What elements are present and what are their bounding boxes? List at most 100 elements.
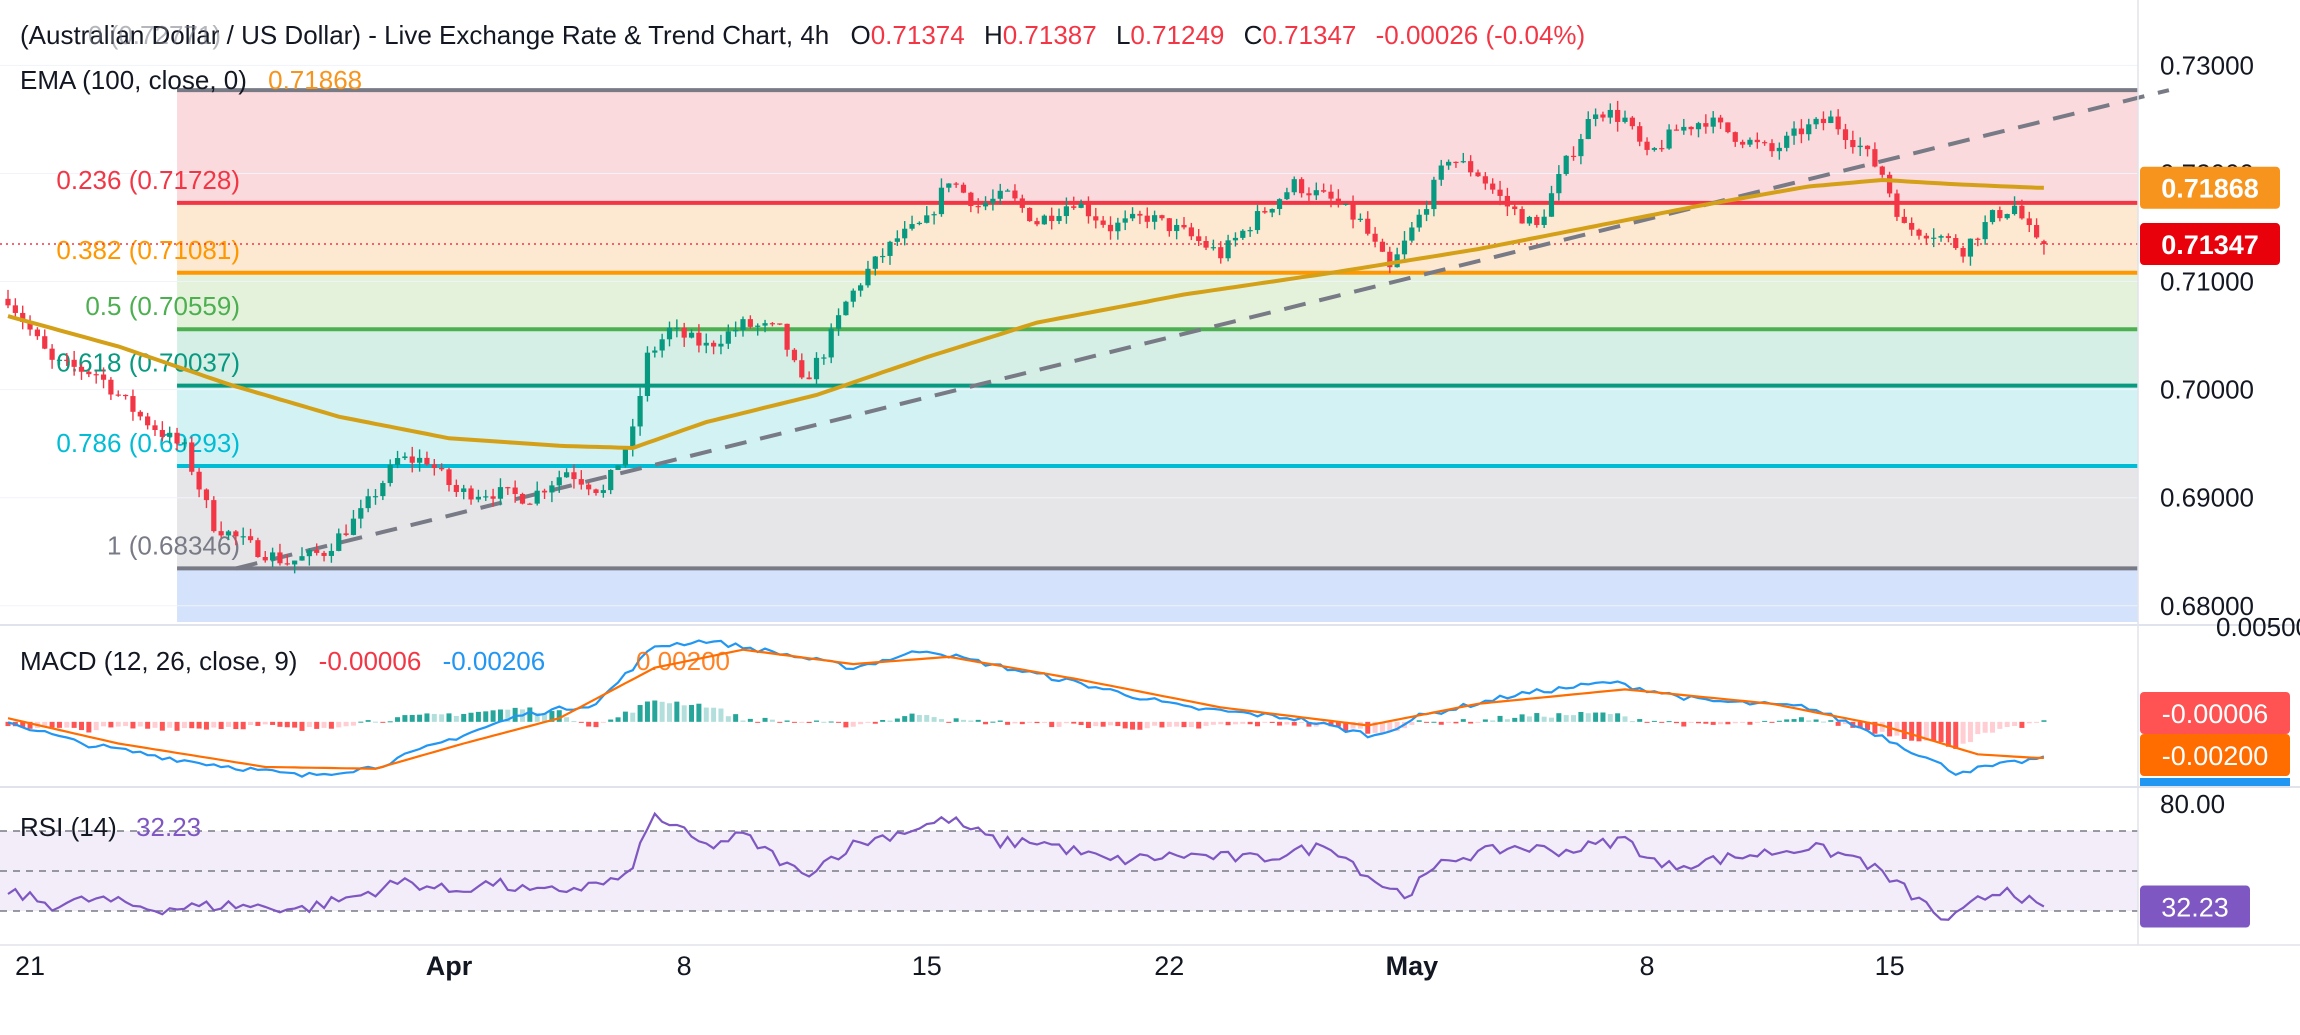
macd-histogram-bar [968, 720, 974, 722]
rsi-pane [0, 786, 2300, 921]
candle-body [321, 552, 327, 556]
fib-label-0.236: 0.236 (0.71728) [56, 165, 240, 195]
candle-body [1556, 173, 1562, 194]
candle-body [1085, 203, 1092, 217]
candle-body [608, 469, 614, 491]
candle-body [2019, 205, 2025, 219]
candle-body [1247, 230, 1253, 232]
macd-histogram-bar [439, 714, 445, 722]
candle-body [1100, 220, 1106, 225]
macd-histogram-bar [1776, 720, 1782, 722]
macd-histogram-bar [527, 707, 533, 722]
candle-body [490, 496, 496, 499]
macd-histogram-bar [1578, 711, 1584, 722]
candle-body [1806, 124, 1812, 135]
macd-histogram-bar [961, 719, 966, 722]
macd-histogram-bar [115, 721, 121, 727]
macd-histogram-bar [2019, 721, 2025, 728]
candle-body [1188, 227, 1194, 237]
candle-body [1725, 122, 1731, 133]
macd-signal-badge [2140, 734, 2290, 776]
candle-body [1791, 128, 1797, 136]
candle-body [1776, 147, 1782, 152]
candle-body [424, 457, 430, 465]
candle-body [828, 328, 834, 358]
candle-body [858, 285, 864, 291]
candle-body [1570, 155, 1577, 158]
ohlc-open-value: 0.71374 [871, 20, 965, 50]
candle-body [1688, 126, 1694, 130]
candle-body [1953, 237, 1959, 248]
time-axis-label: 8 [1640, 951, 1655, 981]
macd-signal-value: 0.00200 [636, 646, 730, 676]
candle-body [1034, 221, 1040, 225]
macd-histogram-bar [1328, 721, 1334, 727]
macd-histogram-bar [1188, 721, 1194, 728]
candle-body [1210, 247, 1216, 249]
macd-histogram-bar [1122, 721, 1128, 729]
candle-body [1262, 211, 1268, 213]
candle-body [240, 536, 246, 538]
fib-label-0.618: 0.618 (0.70037) [56, 348, 240, 378]
rsi-badge-text: 32.23 [2161, 893, 2229, 923]
macd-histogram-bar [1034, 721, 1040, 724]
macd-histogram-bar [79, 721, 84, 731]
macd-histogram-bar [1482, 719, 1488, 722]
candle-body [777, 323, 783, 325]
rsi-legend-label: RSI (14) [20, 812, 117, 842]
candle-body [358, 508, 364, 519]
macd-histogram-bar [424, 713, 430, 722]
candle-body [1049, 215, 1055, 222]
macd-histogram-bar [1350, 721, 1356, 729]
candle-body [1813, 118, 1819, 125]
candle-body [130, 396, 136, 412]
candle-body [1041, 215, 1047, 225]
candle-body [1600, 114, 1606, 118]
candle-body [637, 395, 643, 427]
candle-body [1446, 161, 1452, 166]
candle-body [711, 342, 717, 347]
macd-histogram-bar [1130, 721, 1136, 730]
macd-histogram-bar [196, 721, 202, 729]
candle-body [277, 552, 283, 564]
macd-histogram-bar [1857, 721, 1863, 729]
candle-body [1850, 140, 1856, 148]
ohlc-low-value: 0.71249 [1130, 20, 1224, 50]
macd-histogram-bar [387, 721, 393, 723]
macd-histogram-bar [475, 711, 481, 722]
macd-histogram-bar [872, 721, 878, 724]
macd-histogram-bar [1424, 721, 1430, 723]
macd-histogram-bar [997, 720, 1003, 722]
macd-histogram-bar [894, 718, 900, 722]
candle-body [1254, 211, 1261, 231]
macd-histogram-bar [652, 700, 658, 722]
macd-histogram-bar [1762, 720, 1768, 722]
macd-histogram-bar [270, 721, 276, 725]
rsi-axis-top: 80.00 [2160, 789, 2225, 819]
candle-body [586, 484, 592, 490]
macd-histogram-bar [483, 711, 489, 722]
macd-histogram-bar [983, 721, 989, 725]
candle-body [1343, 203, 1349, 206]
candle-body [27, 321, 33, 330]
candle-body [1879, 166, 1885, 175]
macd-histogram-bar [1798, 717, 1804, 722]
macd-histogram-bar [1512, 717, 1518, 722]
macd-histogram-bar [755, 721, 761, 723]
candle-body [306, 550, 312, 557]
candle-body [850, 290, 856, 302]
candle-body [262, 556, 268, 561]
ohlc-high-value: 0.71387 [1003, 20, 1097, 50]
macd-histogram-bar [1872, 721, 1878, 734]
macd-hist-value: -0.00006 [319, 646, 422, 676]
candle-body [1497, 189, 1503, 196]
macd-histogram-bar [101, 721, 107, 727]
fib-band-0.236-0.382 [177, 202, 2138, 273]
macd-histogram-bar [703, 707, 709, 722]
macd-histogram-bar [490, 710, 496, 722]
candle-body [1644, 141, 1650, 150]
macd-histogram-bar [784, 720, 790, 722]
macd-line-value: -0.00206 [443, 646, 546, 676]
candle-body [1931, 237, 1937, 239]
macd-histogram-bar [1556, 713, 1562, 722]
